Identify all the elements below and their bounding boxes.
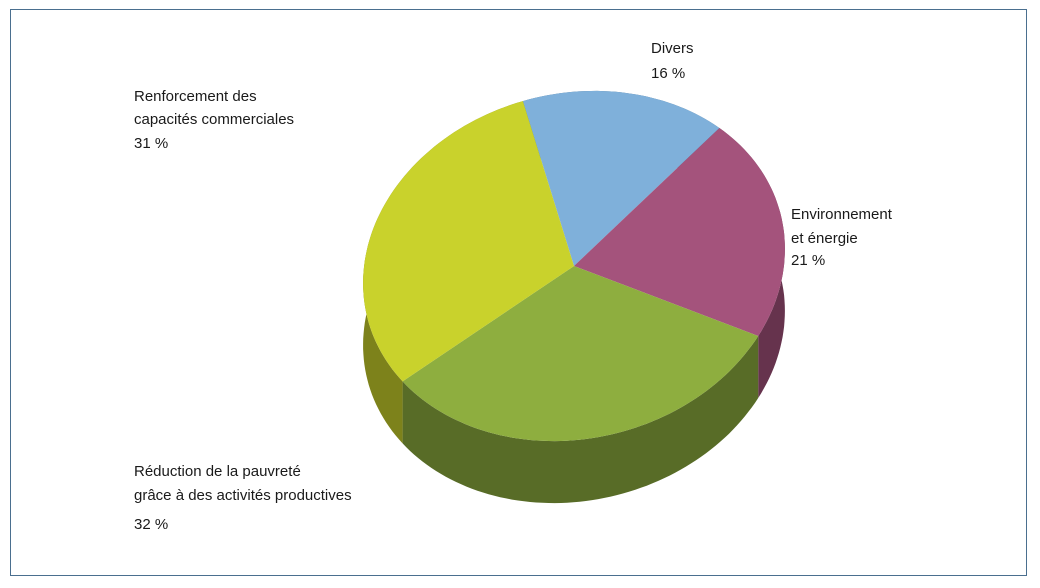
label-environnement-value: 21 % (791, 252, 825, 269)
slice-reduction-side (402, 336, 759, 504)
slice-renforcement (363, 101, 574, 382)
label-divers-value: 16 % (651, 65, 685, 82)
label-reduction-value: 32 % (134, 516, 168, 533)
label-reduction-name-2: grâce à des activités productives (134, 487, 352, 504)
slice-divers (522, 90, 720, 267)
label-renforcement-value: 31 % (134, 135, 168, 152)
label-renforcement-name-2: capacités commerciales (134, 111, 294, 128)
slice-environnement (574, 128, 785, 336)
label-divers-name: Divers (651, 40, 694, 57)
label-reduction-name-1: Réduction de la pauvreté (134, 463, 301, 480)
label-environnement-name-2: et énergie (791, 230, 858, 247)
pie-slices (363, 90, 785, 442)
slice-reduction (402, 266, 759, 442)
label-renforcement-name-1: Renforcement des (134, 88, 257, 105)
label-environnement-name-1: Environnement (791, 206, 893, 223)
